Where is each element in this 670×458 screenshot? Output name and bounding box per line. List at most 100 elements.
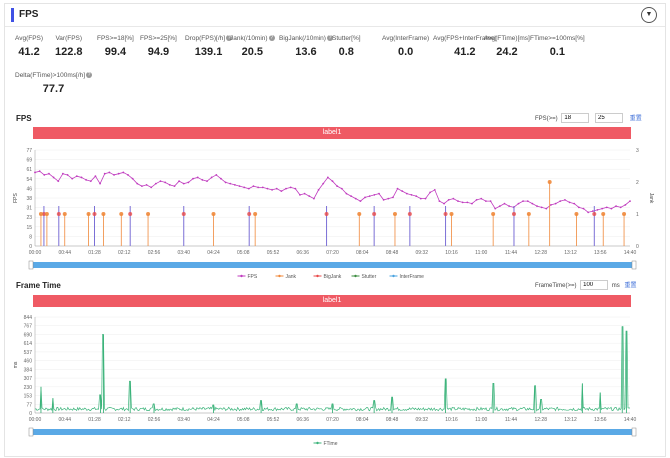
y-tick-label: 54 [26,177,32,183]
fps-point [71,177,74,180]
y-tick-label: 8 [29,234,32,240]
frametime-threshold-input[interactable] [580,280,609,291]
fps-point [378,192,380,195]
fps-point [145,184,148,186]
fps-threshold-input-2[interactable] [595,113,624,124]
stat-8: Avg(InterFrame) 0.0 [382,35,429,58]
frametime-label-band: label1 [33,295,631,307]
frametime-threshold-controls: FrameTime(>=) ms 重置 [535,280,637,291]
chevron-down-icon[interactable]: ▼ [641,7,657,23]
fps-point [517,202,520,205]
bigjank-marker [128,212,133,216]
fps-point [438,200,441,203]
fps-point [252,185,255,188]
fps-point [182,182,185,185]
fps-point [89,180,92,183]
bigjank-marker [56,212,61,216]
x-tick-label: 08:04 [356,417,369,423]
fps-point [220,177,222,180]
legend-marker [316,441,319,445]
x-tick-label: 10:16 [445,417,458,423]
y-tick-label: 77 [26,402,32,408]
fps-point [229,182,232,185]
help-icon[interactable]: ? [326,35,333,42]
fps-point [550,203,552,206]
fps-threshold-input-1[interactable] [561,113,590,124]
jank-marker [86,212,91,216]
y-tick-label: 307 [24,376,33,382]
x-tick-label: 00:44 [58,250,71,256]
fps-point [629,200,631,203]
slider-handle-right [631,260,637,270]
y-tick-label: 767 [24,324,33,330]
jank-marker [119,212,124,216]
fps-point [559,200,562,203]
fps-point [215,174,218,176]
y-tick-label: 46 [26,186,32,192]
y-tick-label: 23 [26,215,32,221]
fps-point [34,171,36,174]
stat-7: Stutter[%] 0.8 [332,35,361,58]
fps-point [405,192,408,195]
slider-handle-left [28,427,34,437]
stat-0: Avg(FPS) 41.2 [15,35,43,58]
help-icon[interactable]: ? [226,35,233,42]
stat-value: 13.6 [295,46,317,58]
fps-reset-link[interactable]: 重置 [629,116,642,122]
stat-label: Jank(/10min)? [230,35,275,42]
jank-marker [146,212,151,216]
stat-3: FPS>=25[%] 94.9 [140,35,177,58]
zoom-slider [31,429,634,435]
y-tick-label: 460 [24,359,33,365]
fps-point [392,196,394,199]
x-tick-label: 05:52 [267,250,280,256]
fps-point [340,187,343,190]
fps-point [187,181,190,184]
fps-point [150,186,153,189]
frametime-chart[interactable]: 0 77 153 230 307 384 460 537 614 690 767 844 00:00 00… [5,309,665,451]
fps-point [196,176,199,179]
y-tick-label: 690 [24,332,33,338]
stat-value: 41.2 [18,46,40,58]
fps-point [201,179,204,181]
ftime-series-line [34,326,630,412]
fps-section-title: FPS [16,114,32,123]
fps-point [52,176,55,179]
fps-point [536,205,538,208]
fps-point [38,170,41,173]
stat-value: 41.2 [454,46,476,58]
fps-point [568,201,571,204]
fps-point [364,196,366,199]
stat-value: 139.1 [194,46,223,58]
x-tick-label: 05:08 [237,417,250,423]
fps-point [429,191,432,194]
y-tick-label: 0 [29,411,32,417]
legend-entry: BigJank [324,274,342,280]
fps-point [466,201,469,204]
fps-point [243,186,246,189]
stat-value: 94.9 [147,46,170,58]
stat-label: FPS>=25[%] [140,35,177,42]
fps-point [266,187,269,190]
stat-11: FTime>=100ms[%] 0.1 [530,35,585,58]
fps-point [141,185,143,188]
jank-marker [601,212,606,216]
fps-point [117,172,120,175]
legend-marker [354,274,357,278]
help-icon[interactable]: ? [268,35,275,42]
y-tick-label: 15 [26,225,32,231]
fps-point [48,172,50,175]
fps-point [154,182,157,185]
stat-value: 99.4 [104,46,127,58]
frametime-reset-link[interactable]: 重置 [624,283,637,289]
bigjank-marker [511,212,516,216]
legend-entry: Stutter [362,274,377,280]
help-icon[interactable]: ? [86,72,93,79]
y-tick-label: 0 [29,244,32,250]
fps-point [359,200,362,203]
y-tick-label: 384 [24,367,33,373]
fps-point [447,198,450,201]
fps-point [508,205,511,208]
fps-point [247,187,250,190]
